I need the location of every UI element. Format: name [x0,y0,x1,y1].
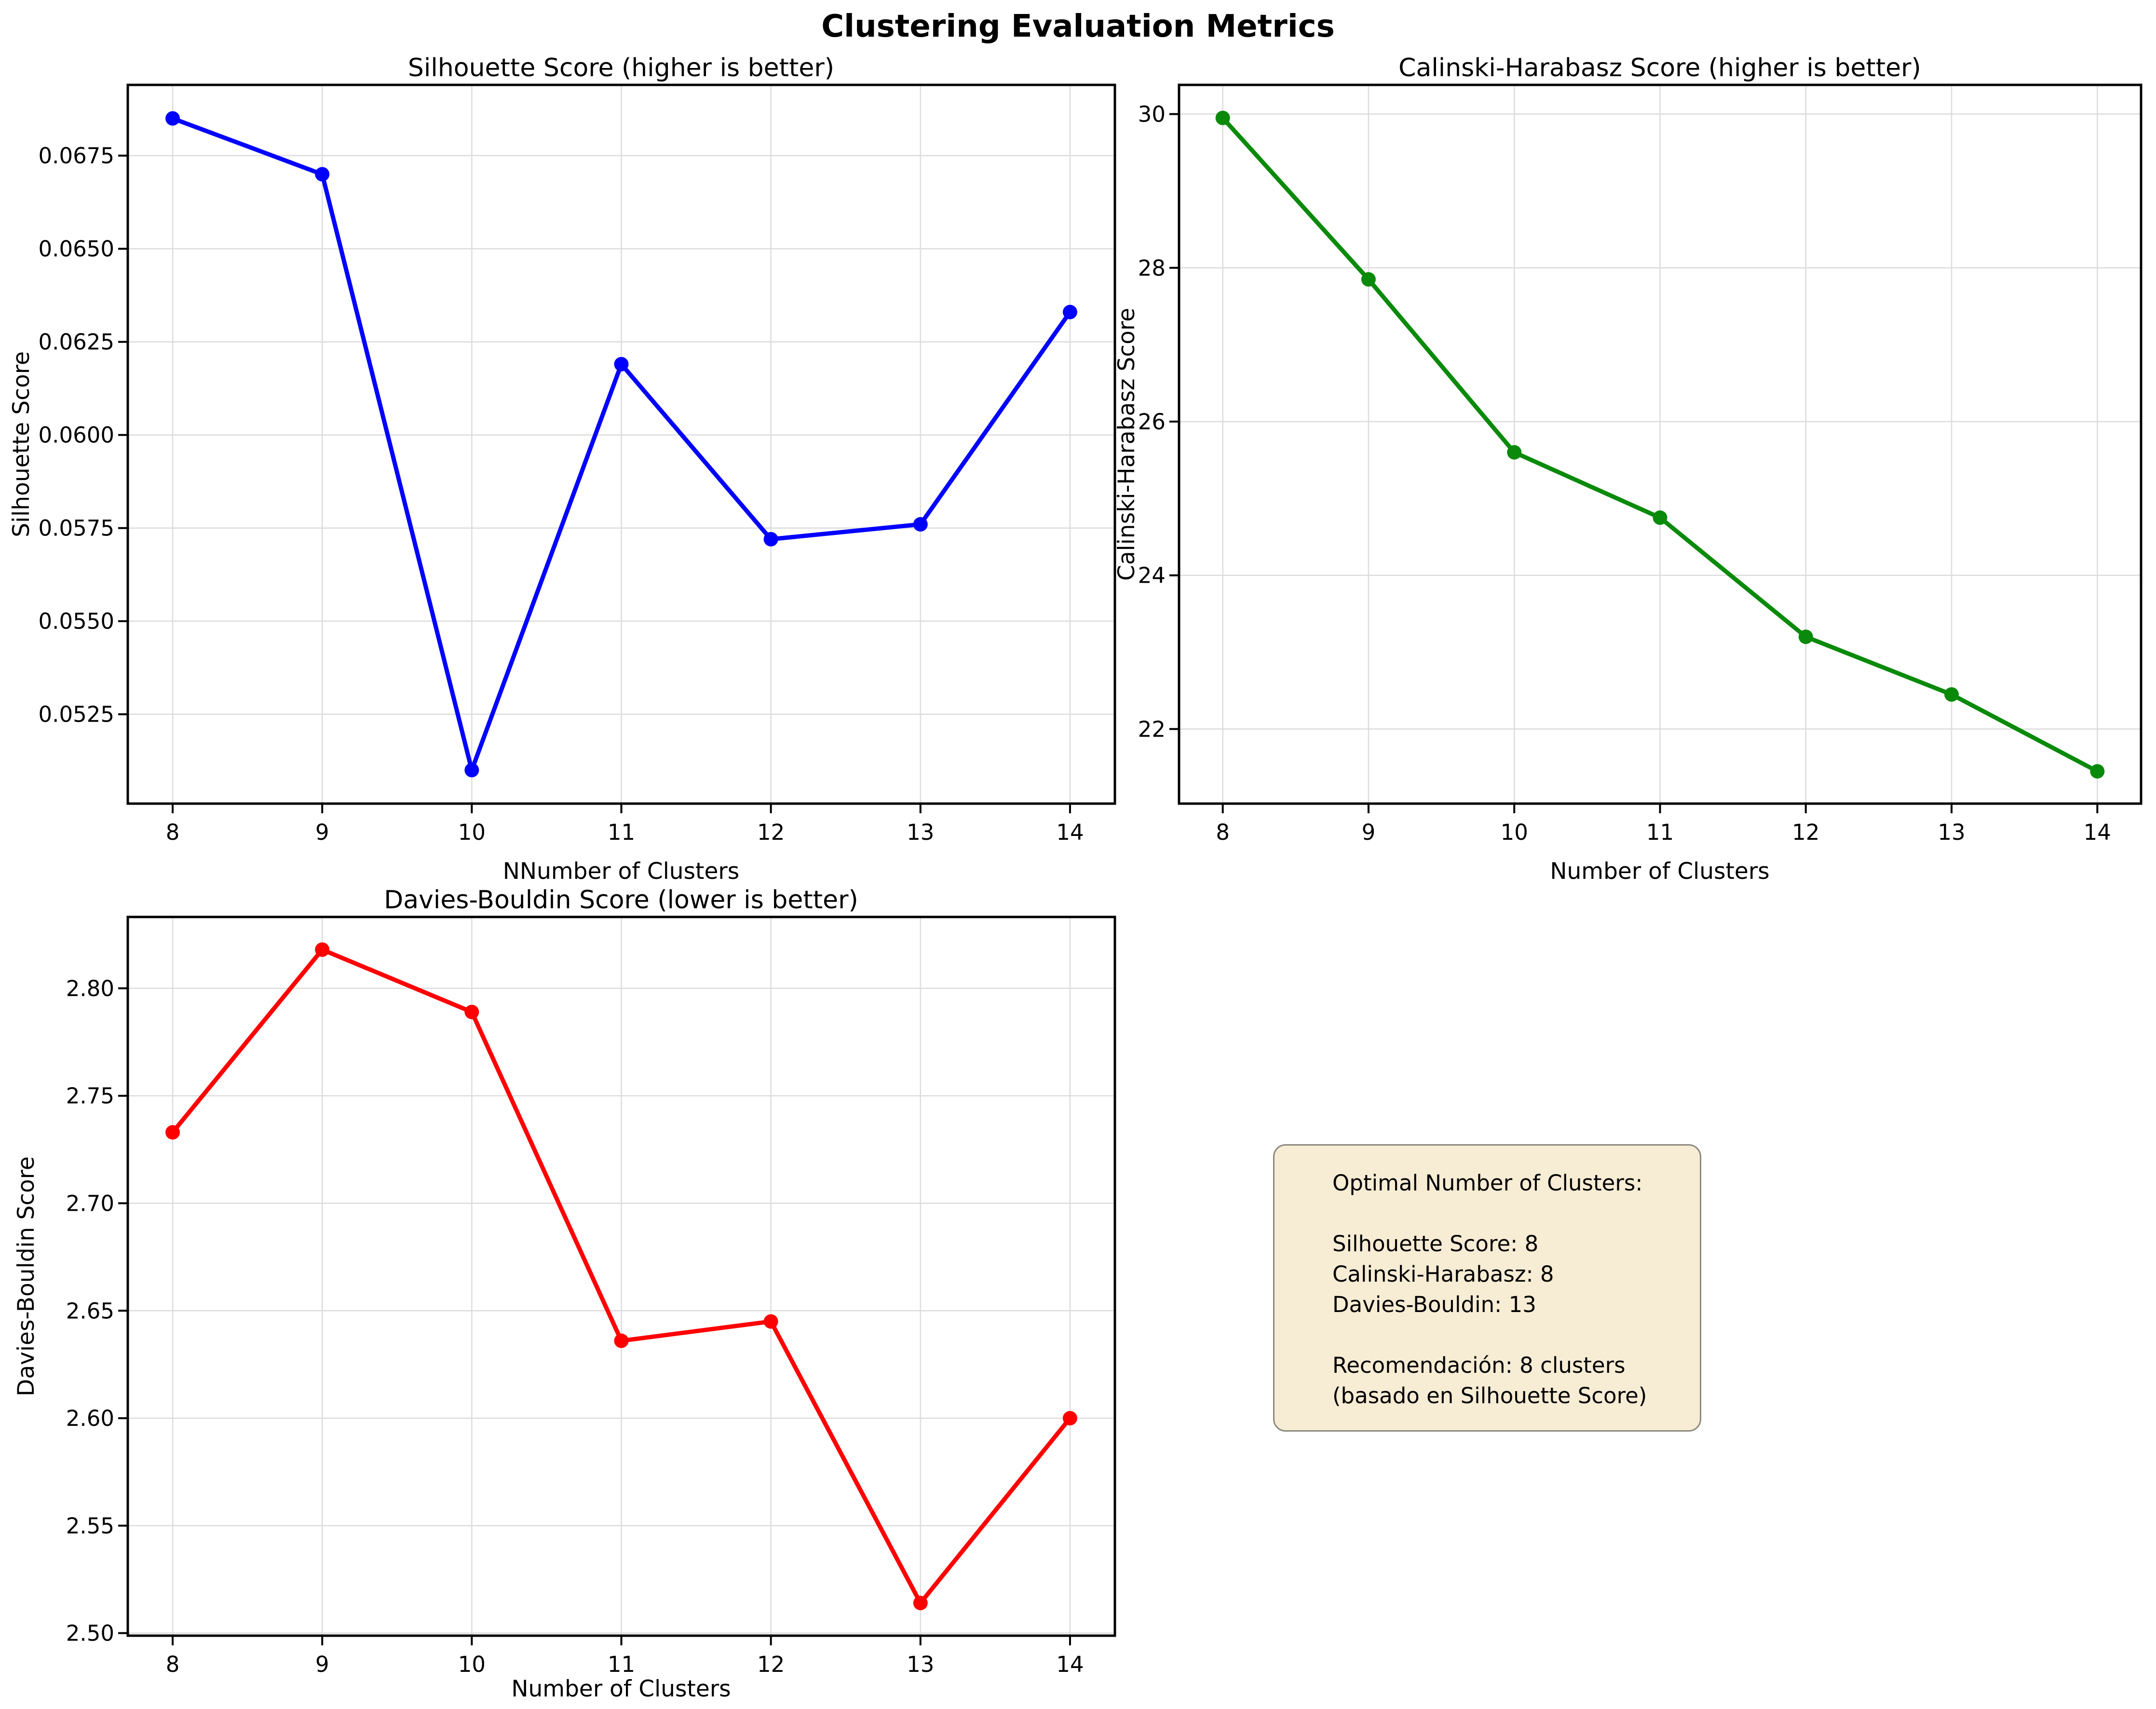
annotation-line: Silhouette Score: 8 [1332,1231,1539,1257]
annotation-box: Optimal Number of Clusters: Silhouette S… [1273,1144,1701,1432]
annotation-line: (basado en Silhouette Score) [1332,1383,1647,1408]
y-tick-label: 28 [1138,255,1166,281]
data-point [763,1314,778,1329]
x-tick-label: 13 [907,820,934,845]
x-tick-label: 9 [315,820,329,845]
annotation-line: Davies-Bouldin: 13 [1332,1292,1536,1317]
davies-ylabel: Davies-Bouldin Score [13,1156,40,1396]
figure-title: Clustering Evaluation Metrics [821,9,1335,44]
data-point [614,357,629,372]
annotation-line: Calinski-Harabasz: 8 [1332,1261,1554,1287]
x-tick-label: 14 [2084,820,2111,845]
annotation-line [1332,1320,1681,1350]
data-point [1062,304,1077,319]
data-point [2090,764,2105,779]
x-tick-label: 8 [166,820,180,845]
x-tick-label: 9 [1362,820,1376,845]
x-tick-label: 12 [757,820,785,845]
data-point [315,942,330,957]
annotation-line [1332,1198,1681,1229]
y-tick-label: 0.0600 [39,423,114,448]
y-tick-label: 2.75 [66,1083,114,1109]
y-tick-label: 0.0675 [39,143,114,169]
calinski-title: Calinski-Harabasz Score (higher is bette… [1398,54,1921,82]
x-tick-label: 11 [608,1652,635,1677]
x-tick-label: 12 [1792,820,1819,845]
x-tick-label: 8 [1216,820,1230,845]
x-tick-label: 11 [1646,820,1674,845]
y-tick-label: 2.55 [66,1513,114,1539]
x-tick-label: 10 [458,820,486,845]
calinski-plot-area: 8 9 10 11 12 13 14 22 24 26 28 30 [1138,83,2142,845]
y-tick-label: 2.80 [66,976,114,1001]
y-tick-label: 2.60 [66,1406,114,1431]
x-tick-label: 14 [1056,1652,1084,1677]
y-tick-label: 2.65 [66,1298,114,1324]
y-tick-label: 0.0550 [39,609,114,634]
data-point [464,763,479,778]
y-tick-label: 30 [1138,102,1166,127]
data-point [913,1596,928,1611]
y-tick-label: 26 [1138,409,1166,435]
silhouette-ylabel: Silhouette Score [8,351,35,537]
davies-title: Davies-Bouldin Score (lower is better) [384,886,858,915]
y-tick-label: 24 [1138,563,1166,588]
data-point [1062,1411,1077,1426]
x-tick-label: 9 [315,1652,329,1677]
x-tick-label: 13 [1938,820,1965,845]
data-point [1215,110,1230,125]
davies-xlabel: Number of Clusters [511,1676,731,1702]
calinski-ylabel: Calinski-Harabasz Score [1113,308,1140,581]
y-tick-label: 2.70 [66,1191,114,1217]
data-point [165,1125,180,1140]
data-point [913,517,928,532]
silhouette-xlabel: NNumber of Clusters [503,858,739,885]
y-tick-label: 0.0650 [39,236,114,262]
data-point [1653,510,1668,525]
x-tick-label: 14 [1056,820,1084,845]
data-point [1361,272,1376,287]
y-tick-label: 2.50 [66,1621,114,1646]
silhouette-plot-area: 8 9 10 11 12 13 14 0.0525 0.0550 0.0575 0.0600 0.06… [39,83,1116,845]
x-tick-label: 10 [1501,820,1528,845]
annotation-line: Optimal Number of Clusters: [1332,1170,1643,1196]
x-tick-label: 12 [757,1652,785,1677]
silhouette-title: Silhouette Score (higher is better) [408,54,834,82]
x-tick-label: 8 [166,1652,180,1677]
data-point [1507,445,1522,460]
y-tick-label: 0.0525 [39,702,114,727]
annotation-line: Recomendación: 8 clusters [1332,1353,1626,1378]
data-point [763,532,778,547]
x-tick-label: 10 [458,1652,486,1677]
data-point [464,1004,479,1019]
data-point [1798,629,1813,644]
x-tick-label: 11 [608,820,635,845]
data-point [614,1333,629,1348]
data-point [165,111,180,126]
y-tick-label: 0.0575 [39,516,114,541]
y-tick-label: 22 [1138,716,1166,742]
calinski-xlabel: Number of Clusters [1550,858,1769,885]
davies-plot-area: 8 9 10 11 12 13 14 2.50 2.55 2.60 2.65 2.70 2.75 2.80 [66,916,1116,1677]
data-point [315,167,330,182]
data-point [1944,687,1959,702]
y-tick-label: 0.0625 [39,329,114,355]
x-tick-label: 13 [907,1652,934,1677]
